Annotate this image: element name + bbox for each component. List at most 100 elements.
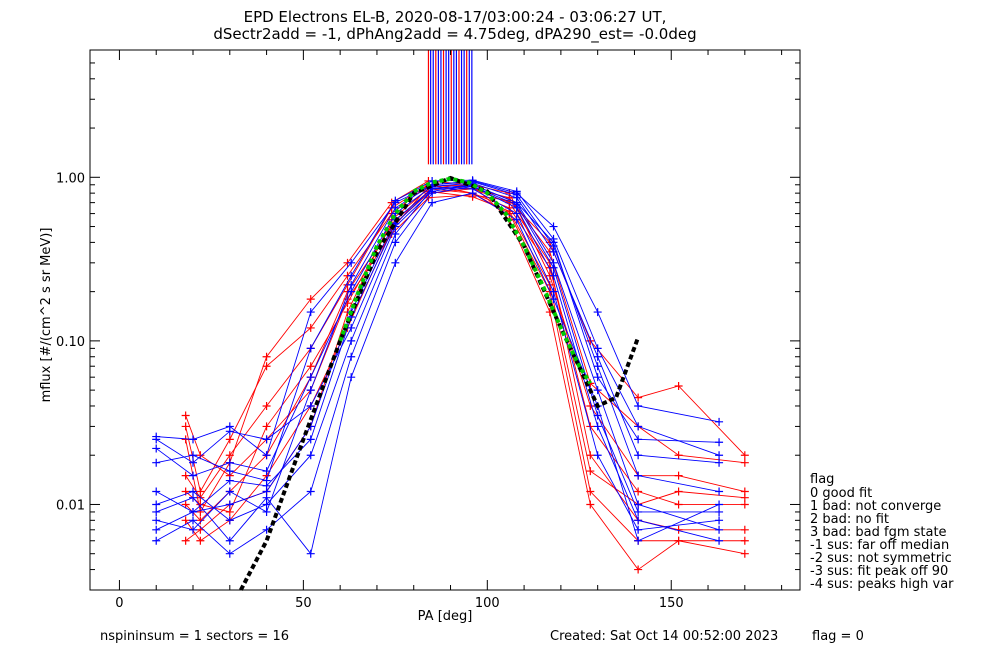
- x-tick-label: 100: [475, 596, 500, 611]
- data-point: [593, 386, 602, 395]
- data-point: [152, 444, 161, 453]
- data-point: [512, 215, 521, 224]
- chart-marks: [152, 50, 749, 591]
- data-point: [262, 451, 271, 460]
- series-line: [156, 180, 720, 456]
- plot-frame: [89, 49, 801, 591]
- data-point: [262, 507, 271, 516]
- data-point: [262, 422, 271, 431]
- data-point: [674, 471, 683, 480]
- data-point: [189, 493, 198, 502]
- data-point: [593, 373, 602, 382]
- data-point: [189, 516, 198, 525]
- data-point: [347, 373, 356, 382]
- data-point: [391, 196, 400, 205]
- legend-item: 3 bad: bad fgm state: [810, 525, 947, 540]
- data-point: [593, 352, 602, 361]
- data-point: [181, 536, 190, 545]
- fit-curve-black: [239, 175, 641, 591]
- data-point: [225, 536, 234, 545]
- data-point: [225, 487, 234, 496]
- data-point: [196, 451, 205, 460]
- series-line: [156, 188, 720, 531]
- data-point: [225, 427, 234, 436]
- data-point: [593, 411, 602, 420]
- data-point: [225, 516, 234, 525]
- data-point: [152, 525, 161, 534]
- data-point: [634, 516, 643, 525]
- data-point: [391, 230, 400, 239]
- data-point: [306, 373, 315, 382]
- legend-title: flag: [810, 472, 834, 487]
- footer-flag: flag = 0: [812, 629, 864, 644]
- data-point: [593, 362, 602, 371]
- legend-item: 1 bad: not converge: [810, 499, 941, 514]
- data-point: [262, 435, 271, 444]
- data-point: [262, 352, 271, 361]
- data-point: [740, 500, 749, 509]
- data-point: [196, 516, 205, 525]
- data-point: [512, 187, 521, 196]
- series-line: [185, 188, 745, 531]
- data-point: [262, 362, 271, 371]
- data-point: [152, 516, 161, 525]
- data-point: [262, 481, 271, 490]
- legend-item: 2 bad: no fit: [810, 512, 889, 527]
- data-point: [306, 451, 315, 460]
- series-line: [185, 180, 745, 514]
- data-point: [225, 435, 234, 444]
- series-line: [156, 179, 720, 482]
- data-point: [586, 500, 595, 509]
- data-point: [306, 386, 315, 395]
- data-point: [634, 471, 643, 480]
- data-point: [715, 438, 724, 447]
- data-point: [196, 536, 205, 545]
- data-point: [196, 500, 205, 509]
- data-point: [549, 287, 558, 296]
- data-point: [181, 516, 190, 525]
- data-point: [189, 458, 198, 467]
- data-point: [740, 549, 749, 558]
- series-line: [156, 184, 720, 531]
- data-point: [549, 295, 558, 304]
- data-point: [593, 344, 602, 353]
- data-point: [347, 271, 356, 280]
- data-point: [306, 435, 315, 444]
- legend-item: -3 sus: fit peak off 90: [810, 564, 948, 579]
- data-point: [549, 222, 558, 231]
- data-point: [715, 458, 724, 467]
- data-point: [306, 308, 315, 317]
- data-point: [674, 487, 683, 496]
- series-line: [155, 182, 720, 477]
- data-point: [740, 451, 749, 460]
- data-point: [468, 189, 477, 198]
- data-point: [152, 536, 161, 545]
- data-point: [189, 525, 198, 534]
- data-point: [306, 362, 315, 371]
- data-point: [262, 493, 271, 502]
- x-tick-label: 150: [659, 596, 684, 611]
- data-point: [225, 467, 234, 476]
- data-point: [715, 487, 724, 496]
- data-point: [674, 451, 683, 460]
- data-point: [593, 422, 602, 431]
- data-point: [586, 451, 595, 460]
- data-point: [225, 549, 234, 558]
- data-point: [634, 565, 643, 574]
- data-point: [189, 435, 198, 444]
- data-point: [586, 401, 595, 410]
- data-point: [593, 308, 602, 317]
- data-point: [306, 487, 315, 496]
- data-point: [674, 500, 683, 509]
- data-point: [391, 238, 400, 247]
- data-point: [306, 549, 315, 558]
- data-point: [181, 500, 190, 509]
- y-axis-label: mflux [#/(cm^2 s sr MeV)]: [39, 228, 54, 403]
- data-point: [152, 507, 161, 516]
- series-line: [155, 184, 720, 464]
- data-point: [634, 393, 643, 402]
- data-point: [428, 198, 437, 207]
- data-point: [181, 422, 190, 431]
- data-point: [347, 323, 356, 332]
- data-point: [347, 336, 356, 345]
